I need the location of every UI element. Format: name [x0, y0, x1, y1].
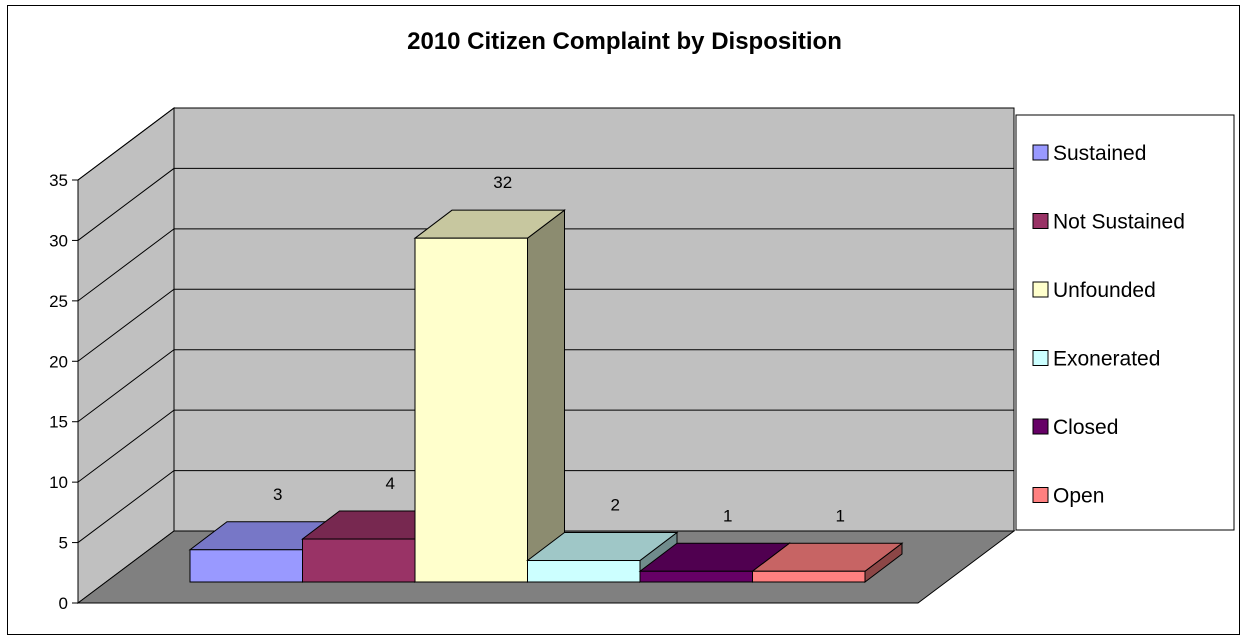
legend-swatch: [1032, 144, 1049, 161]
bar-open: [751, 542, 904, 584]
y-tick-label: 15: [49, 413, 68, 432]
legend-swatch: [1032, 350, 1049, 366]
gridline: [77, 167, 1014, 241]
y-tick-label: 30: [49, 231, 68, 250]
legend: Sustained Not Sustained Unfounded Exonerate…: [1015, 114, 1235, 531]
data-label: 1: [835, 506, 844, 525]
chart-title: 2010 Citizen Complaint by Disposition: [407, 28, 842, 55]
bars: [188, 209, 904, 584]
y-tick-label: 10: [49, 473, 68, 492]
gridline: [77, 470, 1014, 543]
y-tick-label: 35: [49, 171, 68, 190]
y-tick-label: 20: [49, 352, 68, 371]
gridline: [77, 288, 1014, 362]
legend-swatch: [1032, 487, 1049, 503]
data-label: 2: [610, 496, 619, 515]
data-label: 4: [385, 474, 394, 493]
bar-side: [527, 209, 565, 584]
legend-swatch: [1032, 418, 1049, 435]
y-axis-ticks: 0 5 10 15 20 25 30 35: [49, 171, 78, 613]
bar-front: [752, 570, 866, 583]
bar-front: [189, 549, 303, 583]
data-label: 1: [723, 506, 732, 525]
bar-front: [302, 538, 416, 583]
legend-label: Not Sustained: [1053, 211, 1185, 234]
y-tick-label: 5: [59, 534, 68, 553]
gridline: [77, 228, 1014, 302]
y-tick-label: 25: [49, 292, 68, 311]
side-wall: [77, 107, 175, 604]
legend-swatch: [1032, 281, 1049, 298]
bar-unfounded: [413, 209, 566, 584]
legend-label: Closed: [1053, 416, 1118, 439]
legend-swatch: [1032, 213, 1049, 229]
legend-label: Sustained: [1053, 142, 1146, 165]
gridline: [77, 409, 1014, 483]
data-label: 3: [273, 485, 282, 504]
legend-label: Unfounded: [1053, 279, 1156, 302]
data-label: 32: [493, 173, 512, 192]
legend-label: Exonerated: [1053, 348, 1160, 371]
legend-box: [1015, 114, 1235, 531]
back-wall: [173, 107, 1015, 532]
y-tick-label: 0: [59, 594, 68, 613]
bar-front: [639, 570, 753, 583]
gridlines: [77, 107, 1014, 543]
bar-front: [527, 560, 641, 583]
data-labels: 3 4 32 2 1 1: [273, 173, 845, 525]
legend-label: Open: [1053, 485, 1104, 508]
gridline: [77, 349, 1014, 423]
bar-front: [414, 237, 528, 583]
gridline: [77, 107, 1014, 181]
